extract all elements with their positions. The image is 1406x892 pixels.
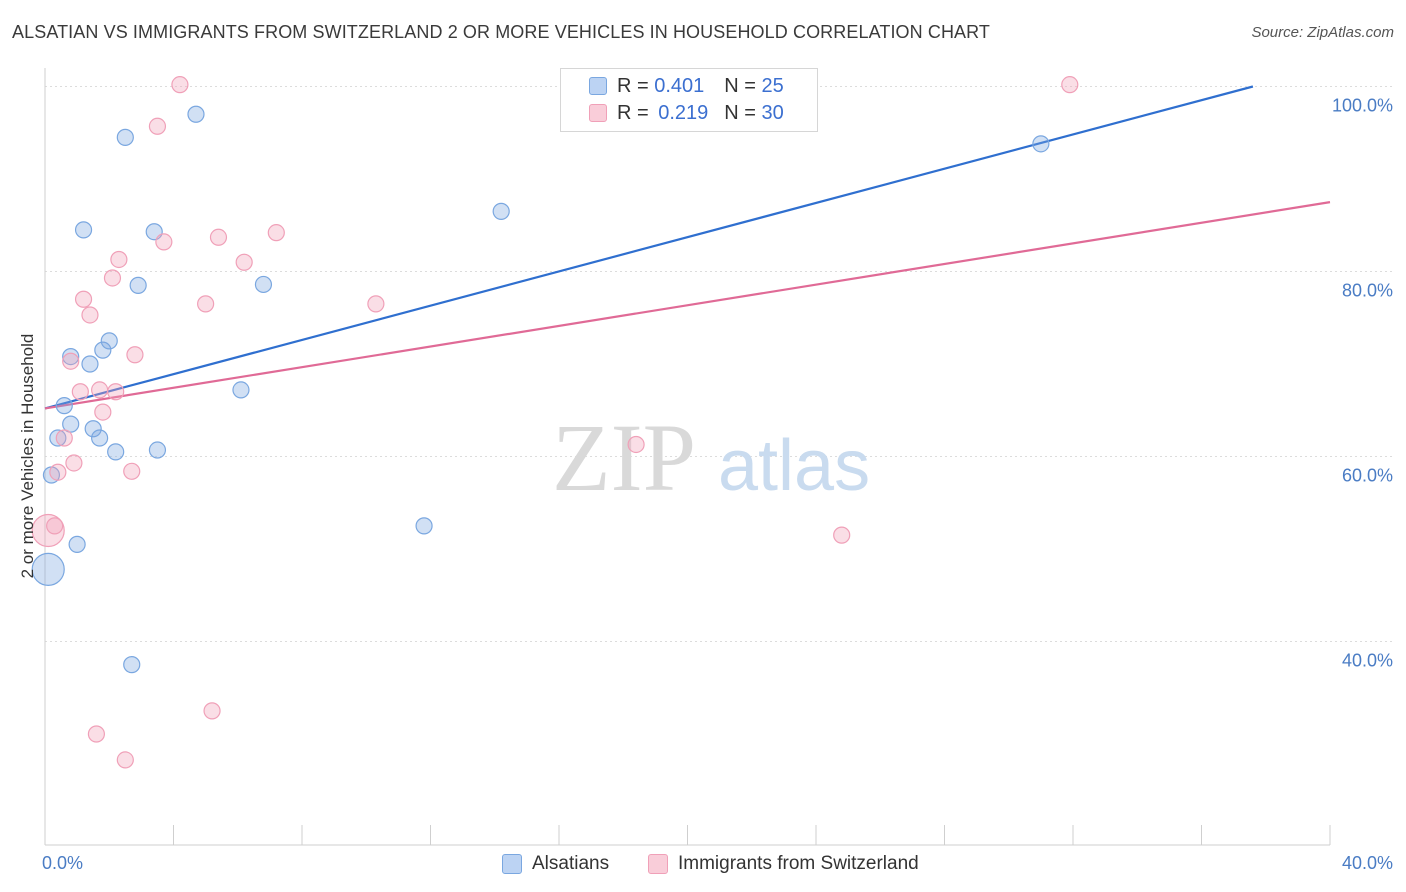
alsatians-point — [68, 535, 86, 553]
alsatians-point — [492, 202, 510, 220]
swiss-point — [235, 253, 253, 271]
swiss-point — [148, 117, 167, 135]
legend-row-alsatians: R = 0.401 N = 25 — [561, 73, 784, 99]
stats-legend: R = 0.401 N = 25 R = 0.219 N = 30 — [560, 68, 818, 132]
alsatians-point — [116, 128, 134, 146]
r-label: R = — [617, 74, 655, 97]
alsatians-point — [91, 429, 109, 447]
n-value: 25 — [761, 74, 784, 97]
alsatians-point — [62, 415, 80, 433]
r-value: 0.401 — [654, 74, 705, 97]
swiss-legend-swatch — [648, 854, 668, 874]
x-tick-label: 0.0% — [42, 853, 83, 873]
swiss-point — [1061, 76, 1079, 94]
swiss-point — [87, 725, 106, 743]
alsatians-point — [84, 420, 102, 438]
swiss-point — [126, 346, 144, 364]
alsatians-trend-line — [44, 85, 1254, 410]
n-value: 30 — [761, 101, 784, 124]
swiss-point — [55, 429, 73, 447]
series-legend: Alsatians Immigrants from Switzerland — [0, 850, 1406, 878]
swiss-trend-line — [44, 201, 1331, 410]
swiss-point — [94, 403, 112, 421]
alsatians-point — [81, 355, 99, 373]
alsatians-point — [94, 341, 112, 359]
x-tick-label: 40.0% — [1342, 853, 1393, 873]
trend-lines — [44, 85, 1331, 410]
swiss-point — [209, 228, 228, 246]
swiss-point — [123, 462, 141, 480]
swiss-point — [49, 463, 67, 481]
watermark-atlas: atlas — [718, 426, 870, 506]
alsatians-point — [74, 221, 93, 239]
swiss-point — [71, 383, 89, 401]
alsatians-point — [254, 275, 273, 294]
y-tick-label: 60.0% — [1342, 466, 1393, 486]
alsatians-point — [187, 105, 205, 123]
swiss-point — [267, 224, 285, 242]
alsatians-point — [232, 381, 250, 399]
legend-item-alsatians: Alsatians — [502, 850, 609, 878]
y-tick-label: 80.0% — [1342, 281, 1393, 301]
y-tick-label: 40.0% — [1342, 651, 1393, 671]
alsatians-point — [31, 552, 65, 586]
swiss-point — [367, 295, 385, 313]
y-axis-label: 2 or more Vehicles in Household — [18, 334, 37, 579]
legend-row-swiss: R = 0.219 N = 30 — [561, 100, 784, 126]
r-label: R = — [617, 101, 655, 124]
data-points — [31, 76, 1079, 769]
alsatians-point — [1032, 135, 1050, 153]
grid-lines — [45, 86, 1392, 642]
alsatians-point — [62, 348, 80, 366]
swiss-point — [103, 269, 122, 287]
n-label: N = — [724, 74, 762, 97]
alsatians-point — [100, 332, 118, 350]
alsatians-legend-label: Alsatians — [532, 853, 610, 874]
swiss-point — [197, 295, 215, 313]
alsatians-point — [107, 443, 125, 461]
swiss-point — [116, 751, 134, 769]
legend-item-swiss: Immigrants from Switzerland — [648, 850, 919, 878]
swiss-legend-label: Immigrants from Switzerland — [678, 853, 919, 874]
y-tick-label: 100.0% — [1332, 96, 1393, 116]
alsatians-point — [123, 656, 141, 674]
alsatians-swatch — [589, 77, 607, 95]
n-label: N = — [724, 101, 762, 124]
swiss-point — [46, 517, 64, 535]
alsatians-point — [129, 276, 147, 294]
swiss-point — [203, 702, 221, 720]
swiss-point — [74, 290, 93, 308]
swiss-point — [91, 381, 109, 399]
r-value: 0.219 — [658, 101, 709, 124]
swiss-point — [171, 76, 189, 94]
swiss-point — [833, 526, 851, 544]
swiss-swatch — [589, 104, 607, 122]
swiss-point — [62, 352, 80, 370]
alsatians-point — [49, 429, 67, 447]
swiss-point — [107, 383, 125, 401]
watermark-zip: ZIP — [552, 404, 696, 511]
tick-labels: 100.0% 80.0% 60.0% 40.0% 0.0% 40.0% — [42, 96, 1393, 874]
swiss-point — [81, 306, 99, 324]
alsatians-legend-swatch — [502, 854, 522, 874]
swiss-point — [627, 435, 645, 454]
chart-title: ALSATIAN VS IMMIGRANTS FROM SWITZERLAND … — [12, 22, 991, 42]
alsatians-point — [415, 517, 433, 535]
source-credit: Source: ZipAtlas.com — [1251, 24, 1394, 41]
swiss-point — [155, 233, 173, 251]
swiss-point — [110, 250, 128, 269]
alsatians-point — [55, 397, 73, 415]
alsatians-point — [148, 441, 167, 459]
swiss-point — [65, 454, 83, 472]
axes — [44, 68, 1331, 846]
